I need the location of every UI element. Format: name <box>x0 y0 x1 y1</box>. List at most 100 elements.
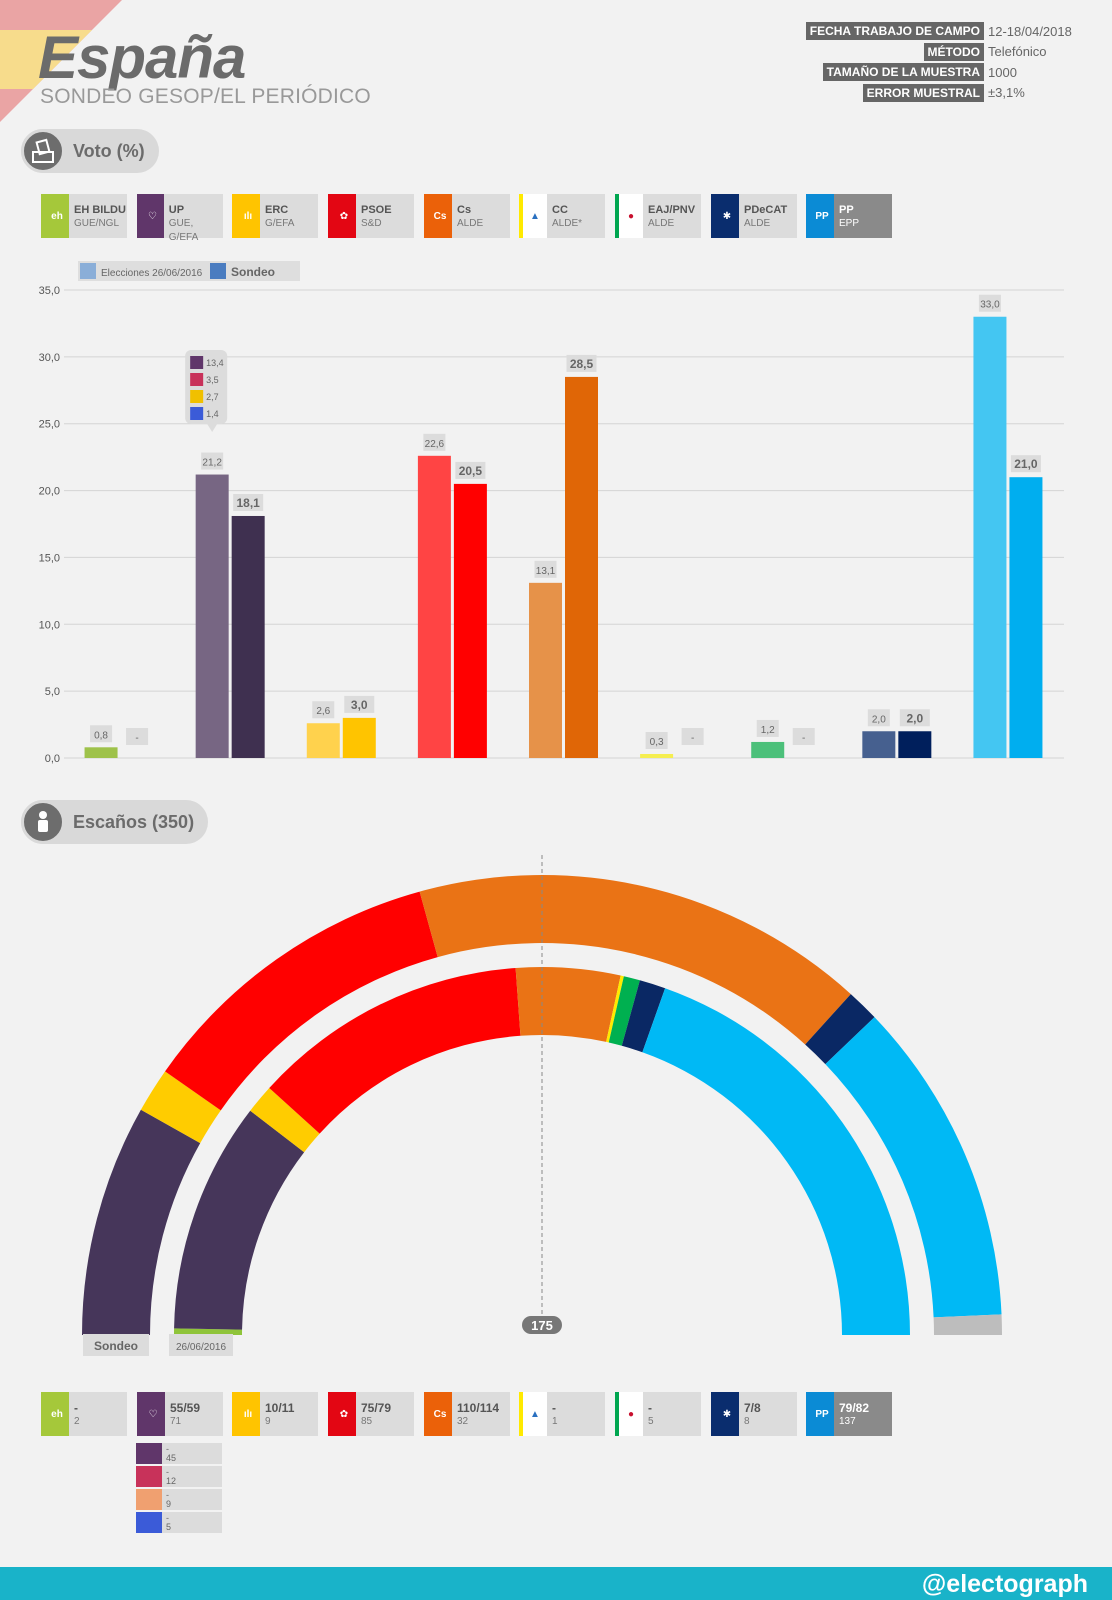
seat-segment <box>82 1109 201 1335</box>
party-text: -5 <box>643 1392 654 1436</box>
party-card-pp: PP PP EPP <box>806 194 892 238</box>
subparty-text: -5 <box>162 1512 171 1533</box>
subparty-seats-poll: - <box>166 1444 169 1454</box>
data-label: 2,0 <box>872 714 886 725</box>
party-name: EAJ/PNV <box>648 204 696 216</box>
data-label-bg <box>344 695 375 713</box>
data-label-bg <box>867 709 890 727</box>
data-label-bg <box>681 728 704 745</box>
breakdown-logo-icon <box>190 356 204 369</box>
subparty-seats-prev: 45 <box>166 1453 177 1463</box>
seat-segment <box>805 994 875 1065</box>
outer-ring-label-bg <box>83 1334 149 1356</box>
party-card-cs: Cs Cs ALDE <box>424 194 510 238</box>
breakdown-logo-icon <box>190 390 204 403</box>
cc-logo-icon: ▲ <box>523 194 547 238</box>
subparty-seats-prev: 12 <box>166 1476 177 1486</box>
party-seats-poll: 110/114 <box>457 1401 500 1415</box>
party-color-bar <box>328 1392 332 1436</box>
party-card-ehbildu: eh -2 <box>41 1392 127 1436</box>
party-color-bar <box>806 194 810 238</box>
y-tick-label: 15,0 <box>39 552 60 564</box>
party-name: PDeCAT <box>744 204 788 216</box>
subparty-seats-poll: - <box>166 1490 169 1500</box>
party-seats-prev: 9 <box>265 1416 271 1427</box>
party-seats-poll: 10/11 <box>265 1401 295 1415</box>
up-subparty-row: -45 <box>136 1443 222 1464</box>
party-color-bar <box>232 194 236 238</box>
party-card-cc: ▲ -1 <box>519 1392 605 1436</box>
meta-value: ±3,1% <box>988 85 1025 100</box>
subparty-logo-icon <box>140 1489 162 1510</box>
legend-swatch <box>210 263 226 279</box>
erc-logo-icon: ılı <box>236 194 260 238</box>
bar <box>231 515 265 758</box>
y-tick-label: 20,0 <box>39 486 60 498</box>
party-group: S&D <box>361 218 382 229</box>
party-seats-poll: 79/82 <box>839 1401 870 1415</box>
bar <box>453 483 487 758</box>
subparty-color-bar <box>136 1512 140 1533</box>
meta-label: MÉTODO <box>923 42 984 61</box>
pnv-logo-icon: ● <box>619 194 643 238</box>
subparty-text: -12 <box>162 1466 176 1487</box>
up-breakdown-tooltip: 13,4 3,5 2,7 1,4 <box>185 350 228 432</box>
party-color-bar <box>328 194 332 238</box>
ballot-box-icon <box>21 129 65 173</box>
meta-value: 12-18/04/2018 <box>988 23 1072 39</box>
data-label-bg <box>756 719 779 737</box>
seat-segment <box>174 1328 243 1335</box>
legend-bg <box>78 261 222 281</box>
party-text: 7/8 8 <box>739 1392 761 1436</box>
party-card-eajpnv: ● -5 <box>615 1392 701 1436</box>
pp-logo-icon: PP <box>810 1392 834 1436</box>
bar <box>342 717 376 758</box>
data-label: - <box>135 733 138 744</box>
party-text: 10/11 9 <box>260 1392 294 1436</box>
meta-value: Telefónico <box>988 44 1047 59</box>
party-color-bar <box>615 194 619 238</box>
party-seats-prev: 5 <box>648 1416 654 1427</box>
party-card-cs: Cs 110/114 32 <box>424 1392 510 1436</box>
pp-logo-icon: PP <box>810 194 834 238</box>
party-text: 75/79 85 <box>356 1392 391 1436</box>
party-name: PP <box>839 204 854 216</box>
data-label-bg <box>233 493 264 511</box>
party-color-bar <box>806 1392 810 1436</box>
seat-segment <box>621 980 666 1053</box>
hemicycle-outer-ring-poll <box>82 875 1002 1335</box>
data-label-bg <box>90 725 113 743</box>
seat-segment <box>606 975 624 1043</box>
inner-ring-label-bg <box>169 1334 233 1356</box>
data-label: - <box>691 733 694 744</box>
party-group: GUE/NGL <box>74 218 120 229</box>
seat-segment <box>608 976 640 1046</box>
meta-row: TAMAÑO DE LA MUESTRA 1000 <box>822 63 1072 81</box>
seat-segment <box>140 1071 221 1144</box>
party-text: PSOE S&D <box>356 194 392 238</box>
cc-logo-icon: ▲ <box>523 1392 547 1436</box>
tooltip-arrow <box>207 424 218 432</box>
party-color-bar <box>519 1392 523 1436</box>
party-group: ALDE <box>744 218 771 229</box>
bar <box>751 741 785 758</box>
data-label: 20,5 <box>459 464 483 478</box>
party-seats-poll: 75/79 <box>361 1401 392 1415</box>
y-tick-label: 10,0 <box>39 619 60 631</box>
data-label: 21,2 <box>202 458 222 469</box>
party-name: PSOE <box>361 204 392 216</box>
seat-segment <box>419 875 851 1045</box>
majority-badge <box>522 1316 562 1334</box>
party-card-cc: ▲ CC ALDE* <box>519 194 605 238</box>
seat-segment <box>269 967 521 1134</box>
party-seats-poll: - <box>552 1401 556 1415</box>
data-label: 3,0 <box>351 698 368 712</box>
party-text: PDeCAT ALDE <box>739 194 787 238</box>
data-label: 2,6 <box>316 706 330 717</box>
data-label-bg <box>126 728 149 745</box>
meta-row: ERROR MUESTRAL ±3,1% <box>862 83 1072 102</box>
party-text: EAJ/PNV ALDE <box>643 194 695 238</box>
party-card-up: ♡ UP GUE, G/EFA <box>137 194 223 243</box>
party-card-up: ♡ 55/59 71 <box>137 1392 223 1436</box>
party-card-erc: ılı 10/11 9 <box>232 1392 318 1436</box>
